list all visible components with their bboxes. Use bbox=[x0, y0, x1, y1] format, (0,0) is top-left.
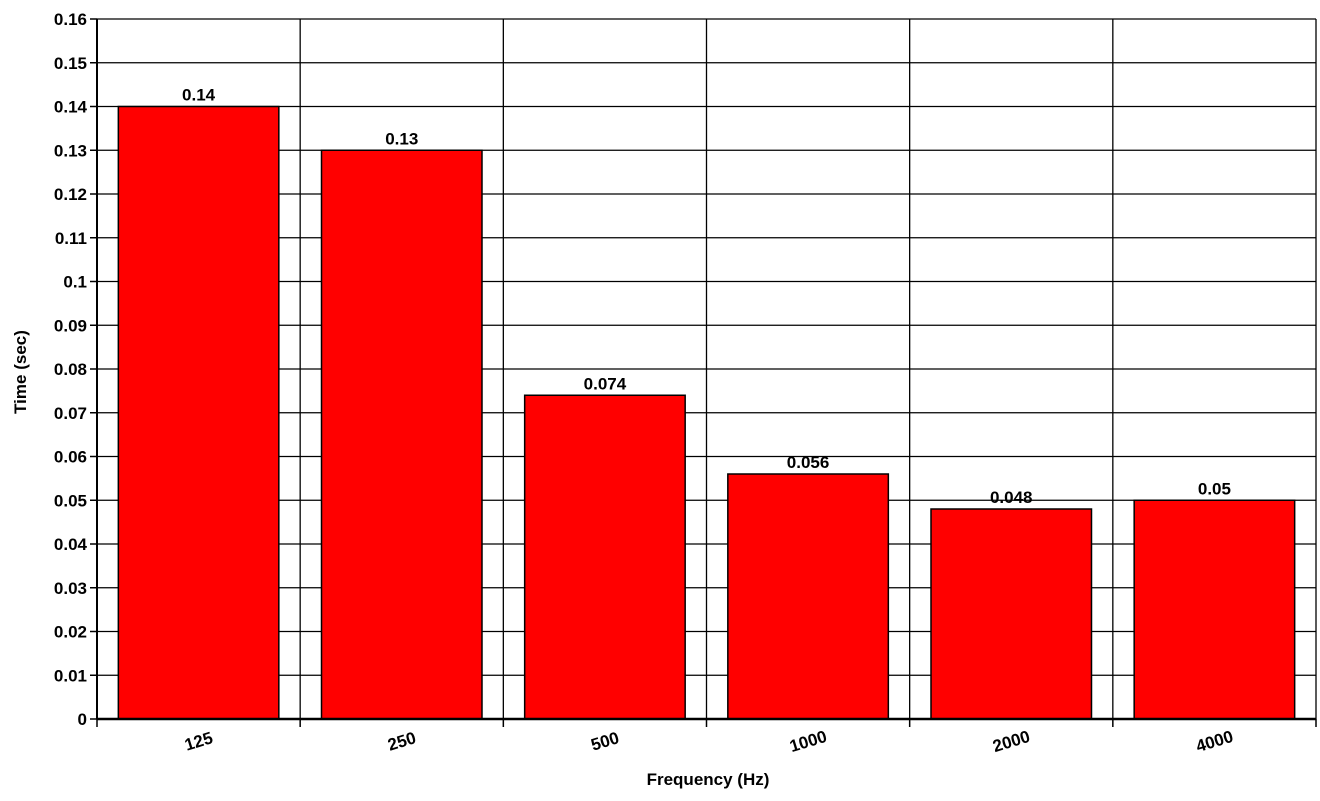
bar-value-label: 0.048 bbox=[990, 488, 1033, 507]
x-axis-title: Frequency (Hz) bbox=[647, 770, 770, 789]
y-tick-label: 0.03 bbox=[54, 579, 87, 598]
bar bbox=[930, 508, 1093, 720]
y-tick-label: 0.01 bbox=[54, 666, 87, 685]
axes-layer bbox=[90, 18, 1317, 727]
bar bbox=[320, 149, 483, 720]
y-tick-label: 0.15 bbox=[54, 54, 87, 73]
y-tick-label: 0 bbox=[78, 710, 87, 729]
x-tick-label: 4000 bbox=[1194, 727, 1236, 756]
bar-value-label: 0.13 bbox=[385, 129, 418, 148]
y-tick-label: 0.02 bbox=[54, 623, 87, 642]
y-axis-title: Time (sec) bbox=[11, 330, 30, 414]
y-tick-label: 0.13 bbox=[54, 141, 87, 160]
grid-layer bbox=[96, 18, 1317, 720]
x-tick-label: 2000 bbox=[991, 727, 1033, 756]
y-tick-label: 0.16 bbox=[54, 10, 87, 29]
bars-layer bbox=[117, 105, 1296, 720]
x-tick-label: 500 bbox=[589, 728, 622, 754]
y-tick-label: 0.06 bbox=[54, 448, 87, 467]
bar bbox=[727, 473, 890, 720]
y-tick-label: 0.14 bbox=[54, 98, 88, 117]
bar-value-label: 0.056 bbox=[787, 453, 830, 472]
y-tick-label: 0.05 bbox=[54, 491, 87, 510]
y-tick-label: 0.11 bbox=[55, 229, 87, 248]
x-tick-label: 125 bbox=[182, 728, 215, 754]
bar-value-label: 0.14 bbox=[182, 86, 216, 105]
y-tick-label: 0.09 bbox=[54, 316, 87, 335]
bar bbox=[117, 105, 280, 720]
bar-value-label: 0.05 bbox=[1198, 479, 1231, 498]
bar bbox=[523, 394, 686, 720]
y-tick-label: 0.1 bbox=[63, 273, 87, 292]
y-tick-label: 0.08 bbox=[54, 360, 87, 379]
y-tick-label: 0.07 bbox=[54, 404, 87, 423]
y-tick-label: 0.04 bbox=[54, 535, 88, 554]
bar bbox=[1133, 499, 1296, 720]
x-tick-label: 1000 bbox=[787, 727, 829, 756]
x-tick-label: 250 bbox=[386, 728, 419, 754]
y-tick-label: 0.12 bbox=[54, 185, 87, 204]
bar-value-label: 0.074 bbox=[584, 374, 627, 393]
